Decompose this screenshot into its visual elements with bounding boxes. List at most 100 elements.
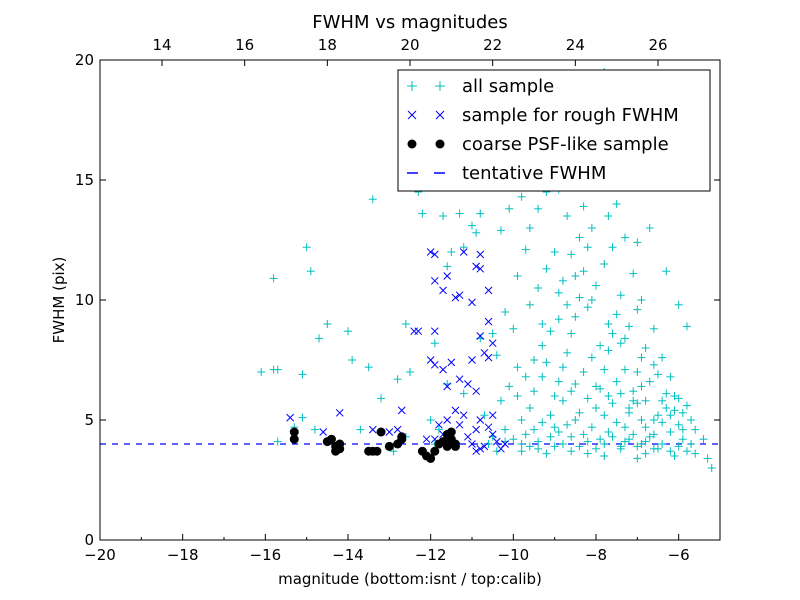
all-sample-point xyxy=(674,394,683,403)
all-sample-point xyxy=(645,224,654,232)
all-sample-point xyxy=(389,447,398,456)
all-sample-point xyxy=(649,360,658,369)
all-sample-point xyxy=(534,444,543,453)
all-sample-point xyxy=(583,394,592,403)
rough-sample-point xyxy=(443,382,452,391)
all-sample-point xyxy=(550,423,559,432)
rough-sample-point xyxy=(484,423,493,432)
rough-sample-point xyxy=(368,425,377,434)
all-sample-point xyxy=(567,250,576,259)
all-sample-point xyxy=(459,389,468,398)
y-tick-label: 0 xyxy=(84,531,94,549)
all-sample-point xyxy=(501,308,510,316)
legend-label-tentative: tentative FWHM xyxy=(462,163,606,184)
rough-sample-point xyxy=(455,291,464,300)
rough-sample-point xyxy=(472,425,480,434)
all-sample-point xyxy=(538,418,547,427)
rough-sample-point xyxy=(455,420,464,429)
top-tick-label: 22 xyxy=(483,36,502,54)
rough-sample-point xyxy=(492,437,501,446)
all-sample-point xyxy=(480,411,489,420)
all-sample-point xyxy=(687,440,696,448)
y-tick-label: 5 xyxy=(84,411,94,429)
all-sample-point xyxy=(649,430,658,439)
all-sample-point xyxy=(302,243,311,252)
all-sample-point xyxy=(554,315,563,324)
legend-label-psf: coarse PSF-like sample xyxy=(462,134,669,155)
all-sample-point xyxy=(426,416,435,424)
all-sample-point xyxy=(567,387,576,396)
all-sample-point xyxy=(563,300,572,309)
all-sample-point xyxy=(567,432,576,441)
all-sample-point xyxy=(571,312,580,321)
all-sample-point xyxy=(534,437,543,446)
all-sample-point xyxy=(257,368,266,376)
all-sample-point xyxy=(418,209,427,218)
all-sample-point xyxy=(575,442,584,451)
all-sample-point xyxy=(310,425,319,434)
all-sample-point xyxy=(625,322,634,331)
x-tick-label: −18 xyxy=(167,546,199,564)
all-sample-point xyxy=(579,430,588,439)
all-sample-point xyxy=(505,204,514,213)
all-sample-point xyxy=(546,411,555,420)
all-sample-point xyxy=(538,341,547,350)
rough-sample-point xyxy=(476,416,485,424)
rough-sample-point xyxy=(439,365,447,374)
x-tick-label: −12 xyxy=(415,546,447,564)
legend-label-rough: sample for rough FWHM xyxy=(462,105,679,126)
all-sample-point xyxy=(517,192,526,201)
all-sample-point xyxy=(530,356,538,364)
all-sample-point xyxy=(534,284,543,292)
rough-sample-point xyxy=(468,298,476,307)
all-sample-point xyxy=(550,248,559,256)
rough-sample-point xyxy=(476,264,485,273)
rough-sample-point xyxy=(286,413,294,422)
all-sample-point xyxy=(488,329,497,338)
rough-sample-point xyxy=(422,435,431,444)
psf-sample-point xyxy=(430,446,440,456)
rough-sample-point xyxy=(393,425,402,434)
psf-sample-point xyxy=(289,434,299,444)
all-sample-point xyxy=(604,392,613,400)
rough-sample-point xyxy=(385,428,394,436)
all-sample-point xyxy=(600,365,609,374)
all-sample-point xyxy=(604,346,613,355)
all-sample-point xyxy=(393,375,402,384)
all-sample-point xyxy=(641,437,650,446)
psf-sample-point xyxy=(326,434,336,444)
all-sample-point xyxy=(596,384,605,393)
all-sample-point xyxy=(662,267,671,276)
top-tick-label: 14 xyxy=(152,36,171,54)
all-sample-point xyxy=(558,396,567,405)
rough-sample-point xyxy=(455,375,464,384)
all-sample-point xyxy=(306,267,315,276)
all-sample-point xyxy=(571,272,580,280)
all-sample-point xyxy=(596,341,605,350)
all-sample-point xyxy=(633,399,642,408)
all-sample-point xyxy=(662,389,671,398)
all-sample-point xyxy=(513,363,522,372)
all-sample-point xyxy=(530,425,538,434)
all-sample-point xyxy=(592,404,600,412)
all-sample-point xyxy=(534,204,543,213)
all-sample-point xyxy=(587,423,596,432)
all-sample-point xyxy=(658,396,667,405)
rough-sample-point xyxy=(488,430,497,439)
all-sample-point xyxy=(674,442,683,451)
all-sample-point xyxy=(629,387,638,396)
rough-sample-point xyxy=(430,360,439,369)
all-sample-point xyxy=(571,380,580,388)
all-sample-point xyxy=(658,440,667,448)
all-sample-point xyxy=(344,327,352,336)
all-sample-point xyxy=(492,447,501,456)
rough-sample-point xyxy=(484,317,493,326)
all-sample-point xyxy=(649,324,658,333)
all-sample-point xyxy=(525,300,534,309)
all-sample-point xyxy=(608,432,617,441)
all-sample-point xyxy=(538,372,547,381)
all-sample-point xyxy=(600,440,609,448)
all-sample-point xyxy=(682,401,691,410)
all-sample-point xyxy=(616,389,625,398)
all-sample-point xyxy=(348,356,357,364)
